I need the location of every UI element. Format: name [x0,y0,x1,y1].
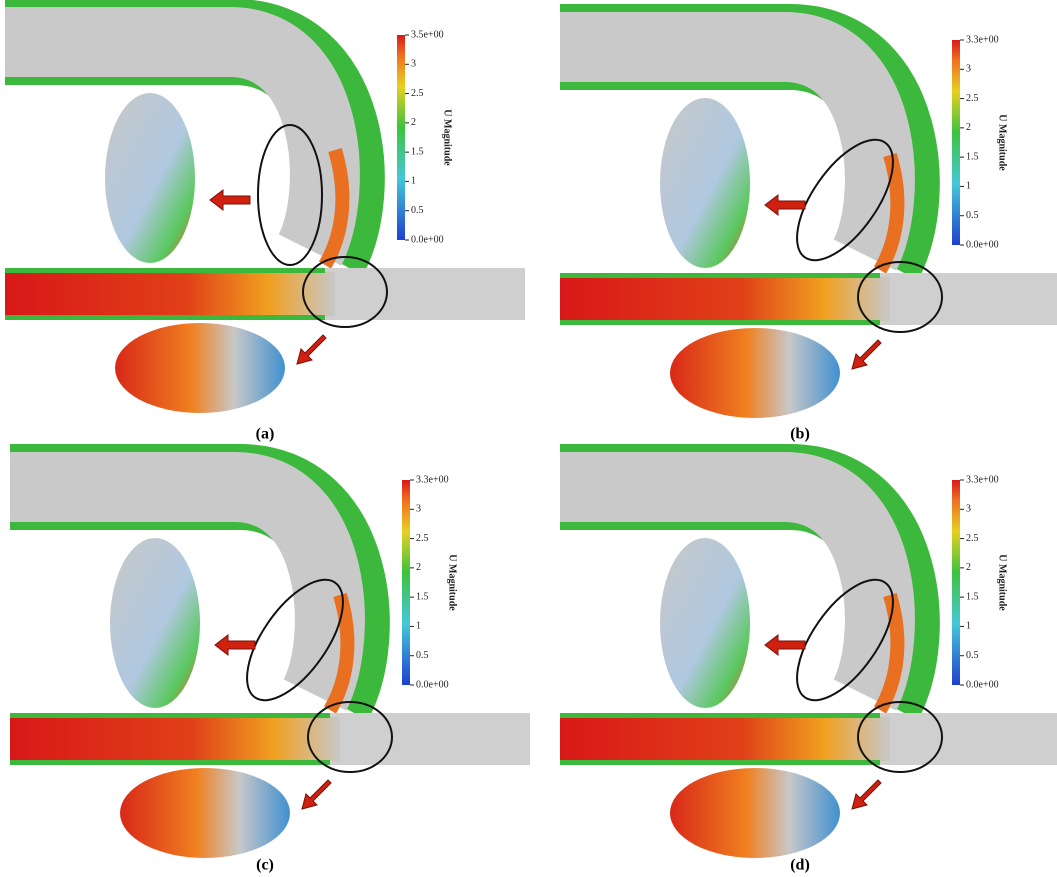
colorbar-title: U Magnitude [997,114,1008,171]
colorbar-tick-label: 3.5e+00 [411,29,444,40]
colorbar-tick-label: 2 [416,562,421,573]
colorbar-tick-label: 1.5 [411,146,424,157]
jet [560,717,890,761]
panel-caption: (b) [790,426,810,443]
inset-section [110,538,200,708]
colorbar-tick-label: 3.3e+00 [416,474,449,485]
inset-section [115,323,285,413]
colorbar-tick-label: 3 [966,504,971,515]
jet [560,277,890,321]
arrow [765,635,805,655]
colorbar-tick-label: 0.0e+00 [966,679,999,690]
inset-section [670,768,840,858]
colorbar-tick-label: 2.5 [416,533,429,544]
inset-section [660,98,750,268]
jet-edge [10,760,330,765]
panel-caption: (d) [790,857,810,874]
colorbar-tick-label: 2.5 [966,93,979,104]
colorbar-tick-label: 3.3e+00 [966,34,999,45]
jet-edge [560,713,880,718]
panel: 3.3e+00 3 2.5 2 1.5 1 0.5 0.0e+00 U Magnitude [560,474,1057,858]
arrow [302,780,331,809]
arrow [210,190,250,210]
colorbar-tick-label: 2 [966,562,971,573]
colorbar-tick-label: 1.5 [416,591,429,602]
jet-edge [5,315,325,320]
jet-edge [560,273,880,278]
inset-section [670,328,840,418]
colorbar-tick-label: 1 [966,181,971,192]
colorbar-tick-label: 0.0e+00 [411,234,444,245]
colorbar-tick-label: 1.5 [966,591,979,602]
colorbar-tick-label: 2 [411,117,416,128]
colorbar-tick-label: 2.5 [411,88,424,99]
colorbar [397,35,405,240]
colorbar-tick-label: 1 [416,621,421,632]
colorbar-tick-label: 1 [966,621,971,632]
inset-section [660,538,750,708]
colorbar-tick-label: 3.3e+00 [966,474,999,485]
colorbar-tick-label: 0.5 [966,210,979,221]
colorbar-tick-label: 0.0e+00 [966,239,999,250]
colorbar-tick-label: 2 [966,122,971,133]
jet-edge [5,268,325,273]
arrow [297,335,326,364]
colorbar [402,480,410,685]
arrow [852,780,881,809]
colorbar-tick-label: 1 [411,176,416,187]
jet-edge [560,760,880,765]
colorbar-tick-label: 0.5 [966,650,979,661]
colorbar [952,480,960,685]
figure: 3.5e+00 3 2.5 2 1.5 1 0.5 0.0e+00 U Magnitude (a)… [0,0,1057,877]
colorbar-tick-label: 0.5 [411,205,424,216]
colorbar [952,40,960,245]
colorbar-title: U Magnitude [997,554,1008,611]
panel-caption: (a) [256,426,275,443]
jet [10,717,340,761]
colorbar-tick-label: 0.0e+00 [416,679,449,690]
panel: 3.3e+00 3 2.5 2 1.5 1 0.5 0.0e+00 U Magnitude [10,474,530,858]
colorbar-tick-label: 3 [966,64,971,75]
inset-section [120,768,290,858]
jet [5,272,335,316]
inset-section [105,93,195,263]
colorbar-title: U Magnitude [447,554,458,611]
colorbar-tick-label: 1.5 [966,151,979,162]
colorbar-tick-label: 3 [411,59,416,70]
jet-edge [10,713,330,718]
arrow [215,635,255,655]
arrow [852,340,881,369]
colorbar-tick-label: 3 [416,504,421,515]
colorbar-title: U Magnitude [442,109,453,166]
panel: 3.5e+00 3 2.5 2 1.5 1 0.5 0.0e+00 U Magnitude [5,29,525,413]
panel: 3.3e+00 3 2.5 2 1.5 1 0.5 0.0e+00 U Magnitude [560,34,1057,418]
colorbar-tick-label: 0.5 [416,650,429,661]
colorbar-tick-label: 2.5 [966,533,979,544]
arrow [765,195,805,215]
jet-edge [560,320,880,325]
panel-caption: (c) [256,857,274,874]
